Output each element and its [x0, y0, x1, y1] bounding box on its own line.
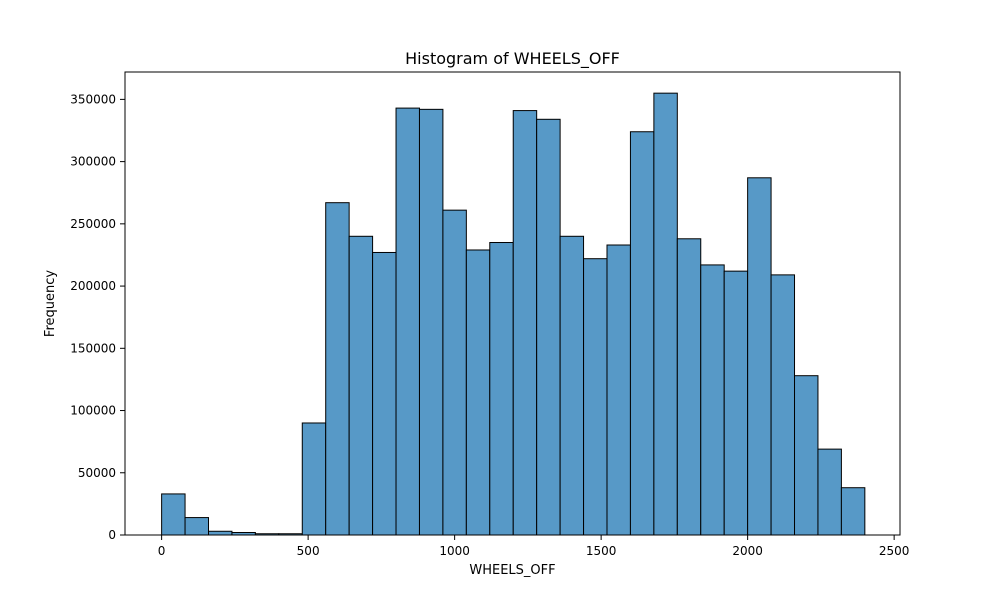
histogram-bar — [583, 258, 608, 536]
x-tick-label: 1500 — [586, 544, 617, 558]
histogram-bar — [395, 107, 420, 536]
histogram-bar — [465, 249, 491, 536]
histogram-bar — [840, 487, 866, 536]
histogram-bar — [184, 517, 210, 536]
histogram-bar — [348, 235, 374, 536]
histogram-bar — [161, 493, 186, 536]
y-tick-label: 150000 — [70, 341, 116, 355]
histogram-bar — [301, 422, 327, 536]
plot-frame — [124, 71, 901, 536]
histogram-bar — [489, 242, 514, 536]
histogram-bar — [372, 251, 397, 536]
chart-title: Histogram of WHEELS_OFF — [405, 49, 620, 69]
histogram-bar — [723, 270, 749, 536]
histogram-bar — [418, 108, 444, 536]
histogram-bar — [817, 448, 842, 536]
histogram-bar — [325, 202, 350, 536]
histogram-bar — [770, 274, 796, 536]
histogram-bar — [606, 244, 631, 536]
x-tick-label: 500 — [297, 544, 320, 558]
histogram-bar — [559, 235, 585, 536]
y-tick-label: 200000 — [70, 279, 116, 293]
histogram-bar — [747, 177, 772, 536]
y-tick-label: 0 — [108, 528, 116, 542]
histogram-bar — [512, 110, 538, 536]
y-tick-label: 300000 — [70, 155, 116, 169]
y-tick-label: 100000 — [70, 404, 116, 418]
histogram-bar — [442, 209, 467, 536]
y-tick-label: 350000 — [70, 92, 116, 106]
histogram-bar — [700, 264, 725, 536]
x-axis-label: WHEELS_OFF — [469, 563, 555, 578]
histogram-bar — [536, 118, 561, 536]
x-tick-label: 2500 — [879, 544, 910, 558]
histogram-bar — [794, 375, 819, 536]
histogram-bar — [676, 238, 702, 536]
histogram-bar — [653, 92, 678, 536]
y-axis-ticks: 0 50000 100000 150000 200000 250000 300000 3500… — [70, 92, 125, 542]
y-axis-label: Frequency — [43, 270, 58, 337]
histogram-bar — [629, 131, 655, 536]
bars-group — [161, 92, 866, 536]
x-tick-label: 1000 — [439, 544, 470, 558]
histogram-bar — [208, 530, 233, 536]
x-tick-label: 0 — [158, 544, 166, 558]
x-axis-ticks: 0 500 1000 1500 2000 2500 — [158, 535, 910, 558]
y-tick-label: 250000 — [70, 217, 116, 231]
x-tick-label: 2000 — [732, 544, 763, 558]
y-tick-label: 50000 — [78, 466, 116, 480]
